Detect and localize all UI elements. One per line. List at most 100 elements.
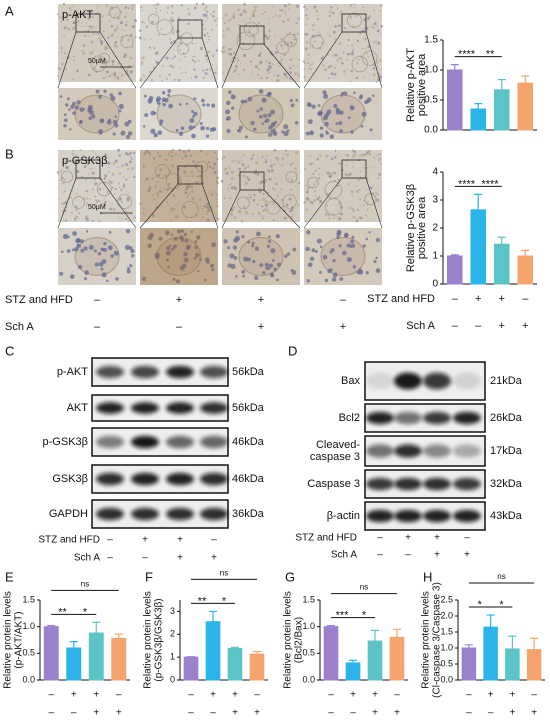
nucleus: [59, 271, 64, 276]
tissue-dot: [89, 25, 93, 29]
nucleus: [103, 241, 107, 246]
tissue-dot: [133, 216, 136, 219]
nucleus: [319, 126, 324, 130]
tissue-dot: [101, 59, 104, 62]
error-bar: [450, 63, 459, 70]
tissue-dot: [116, 35, 119, 38]
tissue-dot: [206, 17, 209, 19]
nucleus: [102, 247, 107, 252]
stain-tint: [140, 150, 218, 222]
tissue-dot: [127, 219, 130, 222]
nucleus: [74, 246, 79, 252]
bar: [345, 662, 361, 681]
treatment-sign: +: [177, 535, 183, 546]
significance-label: ns: [360, 583, 368, 592]
tissue-dot: [86, 202, 89, 205]
treatment-sign: –: [377, 550, 383, 561]
blot-label: GAPDH: [49, 508, 88, 520]
nucleus: [114, 115, 117, 119]
y-axis-label: (p-AKT/AKT): [14, 611, 25, 668]
micrograph: [302, 3, 383, 140]
nucleus: [178, 103, 182, 106]
tissue-dot: [306, 8, 308, 11]
bar: [526, 649, 542, 681]
bar: [470, 209, 487, 285]
y-tick-label: 0.0: [22, 674, 35, 684]
tissue-dot: [373, 41, 375, 44]
tissue-dot: [149, 70, 152, 73]
y-tick-label: 0: [170, 674, 175, 684]
tissue-dot: [64, 68, 67, 71]
y-axis-label: positive area: [416, 53, 428, 116]
tissue-dot: [63, 11, 65, 14]
stain-tint: [222, 228, 300, 285]
nucleus: [69, 128, 72, 131]
tissue-dot: [61, 202, 65, 206]
tissue-dot: [266, 36, 270, 40]
tissue-dot: [170, 16, 173, 18]
tissue-dot: [86, 162, 90, 166]
nucleus: [107, 245, 113, 251]
tissue-dot: [57, 13, 60, 16]
tissue-dot: [60, 62, 64, 66]
significance-label: ****: [481, 178, 499, 190]
tissue-dot: [92, 150, 94, 153]
tissue-dot: [171, 12, 174, 14]
tissue-dot: [211, 54, 215, 58]
blot-band: [200, 365, 228, 379]
tissue-dot: [84, 34, 87, 37]
tissue-dot: [373, 22, 377, 26]
tissue-dot: [172, 57, 174, 60]
tissue-dot: [185, 65, 187, 67]
tissue-dot: [365, 48, 367, 50]
nucleus: [201, 98, 205, 103]
treatment-sign: –: [522, 293, 529, 305]
tissue-dot: [335, 4, 337, 6]
tissue-dot: [120, 73, 124, 77]
tissue-dot: [273, 74, 276, 76]
tissue-dot: [292, 57, 294, 59]
stain-tint: [304, 150, 382, 222]
tissue-dot: [168, 73, 171, 76]
tissue-dot: [90, 51, 94, 55]
stain-tint: [222, 150, 300, 222]
tissue-dot: [276, 62, 279, 65]
tissue-dot: [286, 33, 288, 35]
nucleus: [191, 133, 196, 139]
tissue-dot: [280, 37, 284, 41]
tissue-dot: [58, 198, 60, 200]
tissue-dot: [145, 25, 149, 28]
blot-band: [453, 477, 481, 491]
tissue-dot: [76, 169, 80, 174]
nucleus: [226, 128, 231, 134]
tissue-dot: [187, 22, 190, 26]
tissue-dot: [265, 59, 268, 62]
nucleus: [311, 104, 316, 109]
tissue-dot: [93, 168, 95, 170]
tissue-dot: [88, 52, 91, 54]
tissue-dot: [222, 30, 224, 32]
tissue-dot: [328, 35, 331, 37]
tissue-dot: [377, 72, 381, 75]
nucleus: [322, 115, 328, 121]
tissue-dot: [230, 60, 233, 62]
tissue-dot: [91, 15, 95, 19]
tissue-dot: [212, 15, 215, 18]
tissue-dot: [377, 41, 381, 45]
tissue-dot: [104, 174, 108, 178]
tissue-dot: [105, 3, 109, 7]
nucleus: [322, 90, 327, 95]
tissue-dot: [334, 25, 337, 28]
tissue-dot: [237, 59, 240, 62]
tissue-dot: [173, 29, 176, 32]
tissue-dot: [215, 66, 218, 68]
tissue-dot: [106, 47, 109, 50]
tissue-dot: [165, 56, 169, 60]
scale-label: 50μM: [88, 58, 106, 65]
tissue-dot: [297, 58, 300, 61]
nucleus: [70, 104, 75, 109]
tissue-dot: [118, 186, 121, 189]
tissue-dot: [72, 21, 75, 24]
tissue-dot: [298, 74, 301, 77]
stain-tint: [222, 88, 300, 140]
